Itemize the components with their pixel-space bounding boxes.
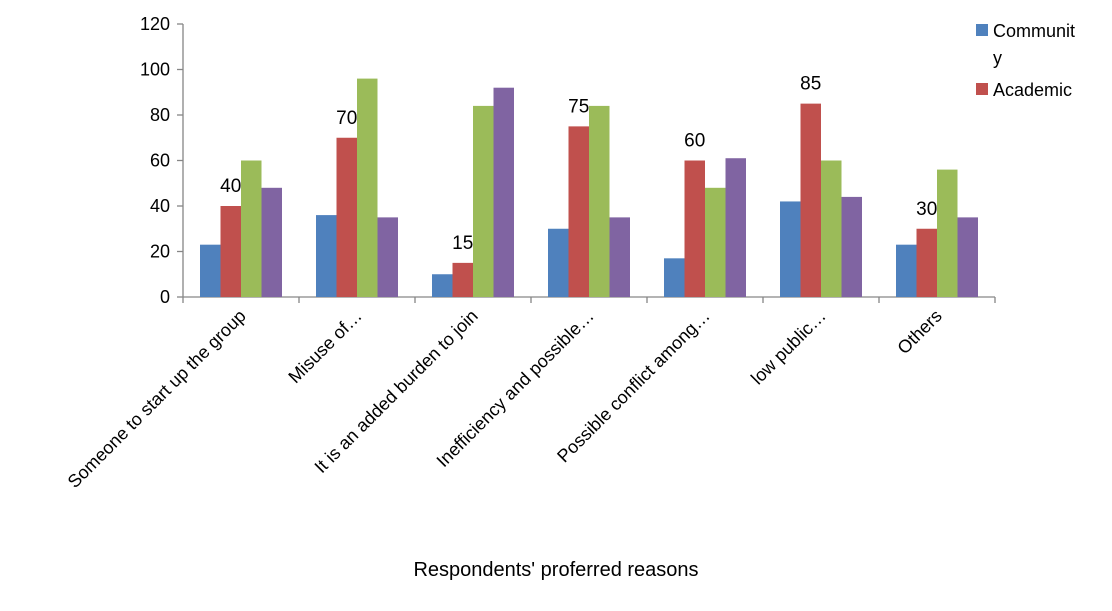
legend-label-community-wrap: y [993,48,1002,68]
bar-series3-inefficiency-and-possible [589,105,610,298]
bar-series1-possible-conflict-among [664,258,685,297]
bar-series4-it-is-an-added-burden-to-join [493,87,514,297]
bar-series2-it-is-an-added-burden-to-join [452,262,473,297]
bar-series3-possible-conflict-among [705,187,726,297]
bar-series4-inefficiency-and-possible [609,217,630,297]
y-tick-label-120: 120 [140,14,170,34]
bar-series4-others [957,217,978,297]
bar-series1-others [896,244,917,297]
bar-series2-possible-conflict-among [684,160,705,297]
y-tick-label-0: 0 [160,287,170,307]
bar-series3-misuse-of [357,78,378,297]
category-labels: Someone to start up the group Misuse of…I… [64,306,946,492]
bar-series1-someone-to-start-up-the-group [200,244,221,297]
y-tick-label-20: 20 [150,242,170,262]
category-label-misuse-of: Misuse of… [284,306,365,387]
bar-series3-someone-to-start-up-the-group [241,160,262,297]
y-axis-ticks: 0 20 40 60 80 100 120 [140,14,996,307]
bar-series2-someone-to-start-up-the-group [220,206,241,297]
data-labels: 40 70 15 75 60 85 30 [220,74,937,254]
y-tick-label-80: 80 [150,105,170,125]
bars [200,78,978,298]
bar-series4-low-public [841,196,862,297]
y-tick-label-40: 40 [150,196,170,216]
bar-series2-inefficiency-and-possible [568,126,589,297]
bar-series4-possible-conflict-among [725,158,746,297]
bar-series4-someone-to-start-up-the-group [261,187,282,297]
data-label-misuse-of: 70 [336,108,357,129]
bar-series1-low-public [780,201,801,297]
bar-series3-low-public [821,160,842,297]
legend-swatch-academic [976,83,988,95]
category-label-low-public: low public… [747,306,830,389]
bar-series4-misuse-of [377,217,398,297]
data-label-it-is-an-added-burden-to-join: 15 [452,233,473,254]
legend: Communit y Academic [976,21,1075,100]
y-tick-label-100: 100 [140,60,170,80]
data-label-possible-conflict-among: 60 [684,131,705,152]
bar-series2-others [916,228,937,297]
bar-series3-others [937,169,958,297]
legend-label-academic: Academic [993,80,1072,100]
category-label-others: Others [893,306,945,358]
bar-series3-it-is-an-added-burden-to-join [473,105,494,298]
bar-series1-it-is-an-added-burden-to-join [432,274,453,297]
legend-label-community: Communit [993,21,1075,41]
legend-swatch-community [976,24,988,36]
bar-series1-misuse-of [316,215,337,297]
data-label-inefficiency-and-possible: 75 [568,96,589,117]
category-label-someone-to-start-up-the-group: Someone to start up the group [64,306,250,492]
bar-series1-inefficiency-and-possible [548,228,569,297]
data-label-others: 30 [916,199,937,220]
x-axis-title: Respondents' proferred reasons [413,559,698,581]
data-label-low-public: 85 [800,74,821,95]
data-label-someone-to-start-up-the-group: 40 [220,176,241,197]
y-tick-label-60: 60 [150,151,170,171]
bar-series2-misuse-of [336,137,357,297]
bar-series2-low-public [800,103,821,297]
